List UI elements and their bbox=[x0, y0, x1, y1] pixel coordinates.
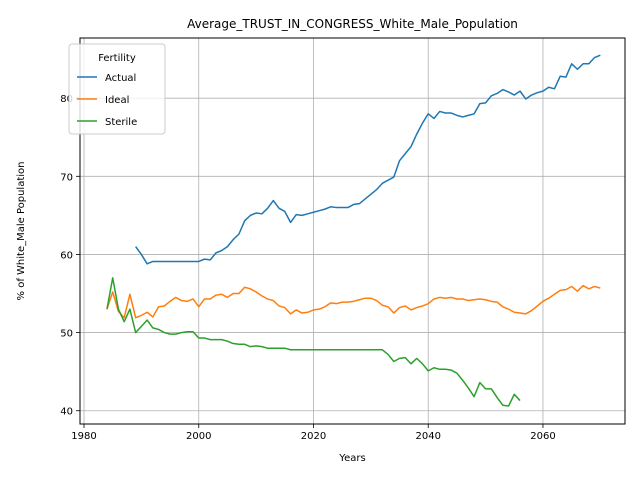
x-tick-label: 1980 bbox=[71, 431, 96, 442]
x-axis-label: Years bbox=[338, 453, 365, 464]
y-tick-label: 70 bbox=[60, 172, 73, 183]
series-line-sterile bbox=[106, 277, 521, 407]
series-line-actual bbox=[135, 54, 601, 265]
y-axis-label: % of White_Male Population bbox=[16, 162, 27, 301]
legend-box bbox=[68, 43, 166, 135]
y-tick-label: 60 bbox=[60, 250, 73, 261]
y-tick-label: 80 bbox=[60, 94, 73, 105]
x-tick-label: 2040 bbox=[415, 431, 440, 442]
legend-label-ideal: Ideal bbox=[105, 95, 129, 106]
legend-entries: Actual Ideal Sterile bbox=[77, 73, 137, 128]
y-tick-label: 40 bbox=[60, 407, 73, 418]
x-tick-label: 2060 bbox=[530, 431, 555, 442]
series-layer bbox=[106, 54, 601, 407]
x-tick-label: 2000 bbox=[186, 431, 211, 442]
y-tick-label: 50 bbox=[60, 329, 73, 340]
chart-title: Average_TRUST_IN_CONGRESS_White_Male_Pop… bbox=[187, 17, 518, 31]
legend-label-actual: Actual bbox=[105, 73, 136, 84]
plot-area-frame bbox=[79, 37, 626, 425]
x-tick-label: 2020 bbox=[301, 431, 326, 442]
x-axis: 1980 2000 2020 2040 2060 bbox=[71, 424, 556, 442]
legend: Fertility Actual Ideal Sterile bbox=[68, 43, 166, 135]
series-line-ideal bbox=[106, 284, 601, 319]
legend-label-sterile: Sterile bbox=[105, 117, 137, 128]
grid bbox=[80, 38, 625, 424]
legend-title: Fertility bbox=[98, 53, 136, 64]
